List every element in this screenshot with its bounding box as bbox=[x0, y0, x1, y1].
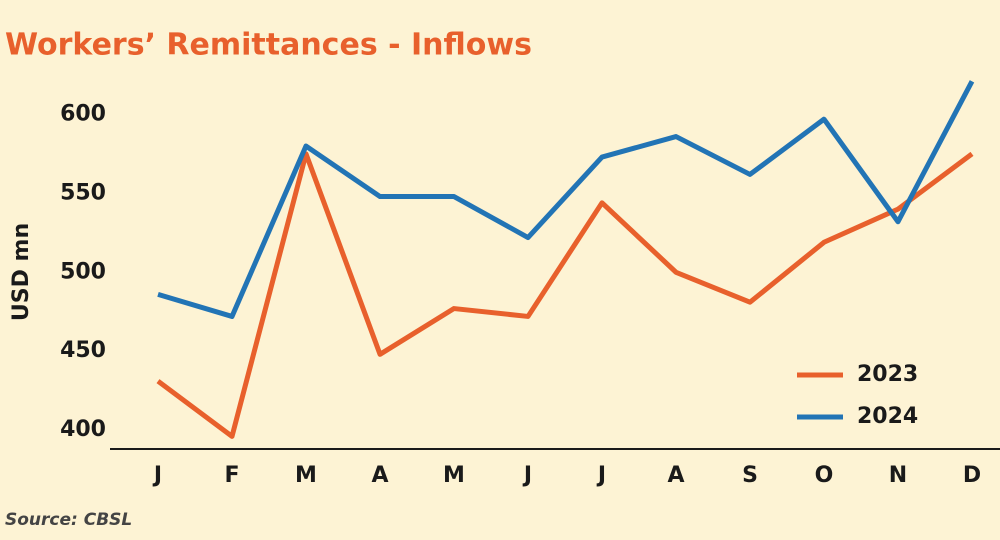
series-line bbox=[156, 151, 974, 439]
x-tick-label: O bbox=[815, 463, 834, 488]
x-tick-label: M bbox=[443, 463, 465, 488]
y-tick-label: 450 bbox=[60, 338, 106, 363]
x-tick-label: D bbox=[963, 463, 981, 488]
x-tick-label: J bbox=[152, 463, 162, 488]
legend-label: 2023 bbox=[857, 362, 918, 387]
x-tick-label: N bbox=[889, 463, 907, 488]
x-tick-label: J bbox=[596, 463, 606, 488]
y-axis-label: USD mn bbox=[9, 223, 34, 321]
x-tick-label: M bbox=[295, 463, 317, 488]
y-tick-label: 600 bbox=[60, 101, 106, 126]
y-tick-label: 500 bbox=[60, 259, 106, 284]
x-tick-label: J bbox=[522, 463, 532, 488]
x-tick-label: S bbox=[742, 463, 758, 488]
y-tick-label: 400 bbox=[60, 417, 106, 442]
x-tick-label: A bbox=[667, 463, 684, 488]
chart-title: Workers’ Remittances - Inflows bbox=[5, 28, 532, 63]
source-note: Source: CBSL bbox=[5, 510, 132, 530]
x-tick-label: F bbox=[224, 463, 239, 488]
series-line bbox=[157, 80, 975, 319]
y-tick-label: 550 bbox=[60, 180, 106, 205]
legend-label: 2024 bbox=[857, 404, 918, 429]
x-tick-label: A bbox=[371, 463, 388, 488]
